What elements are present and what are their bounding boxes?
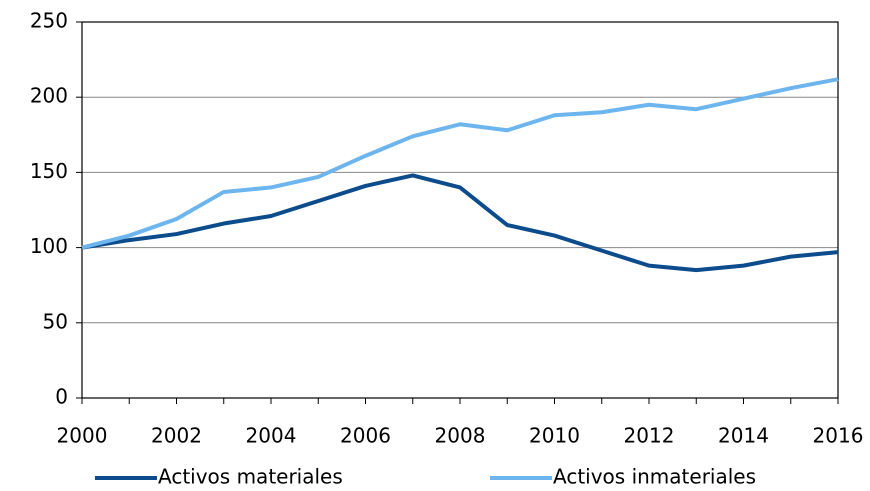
y-tick-label: 200 — [30, 84, 68, 108]
x-tick-label: 2006 — [340, 424, 391, 448]
y-tick-label: 150 — [30, 159, 68, 183]
x-tick-label: 2008 — [435, 424, 486, 448]
series-line — [81, 77, 839, 250]
series-line — [81, 173, 839, 273]
x-tick-label: 2014 — [718, 424, 769, 448]
x-tick-label: 2012 — [624, 424, 675, 448]
x-tick-label: 2002 — [151, 424, 202, 448]
x-tick-label: 2004 — [246, 424, 297, 448]
x-tick-label: 2000 — [57, 424, 108, 448]
y-tick-label: 50 — [43, 309, 68, 333]
legend-label: Activos inmateriales — [553, 465, 756, 489]
y-tick-label: 100 — [30, 234, 68, 258]
x-tick-label: 2010 — [529, 424, 580, 448]
y-tick-label: 250 — [30, 9, 68, 33]
x-tick-label: 2016 — [813, 424, 864, 448]
legend-label: Activos materiales — [158, 465, 343, 489]
y-tick-label: 0 — [55, 385, 68, 409]
